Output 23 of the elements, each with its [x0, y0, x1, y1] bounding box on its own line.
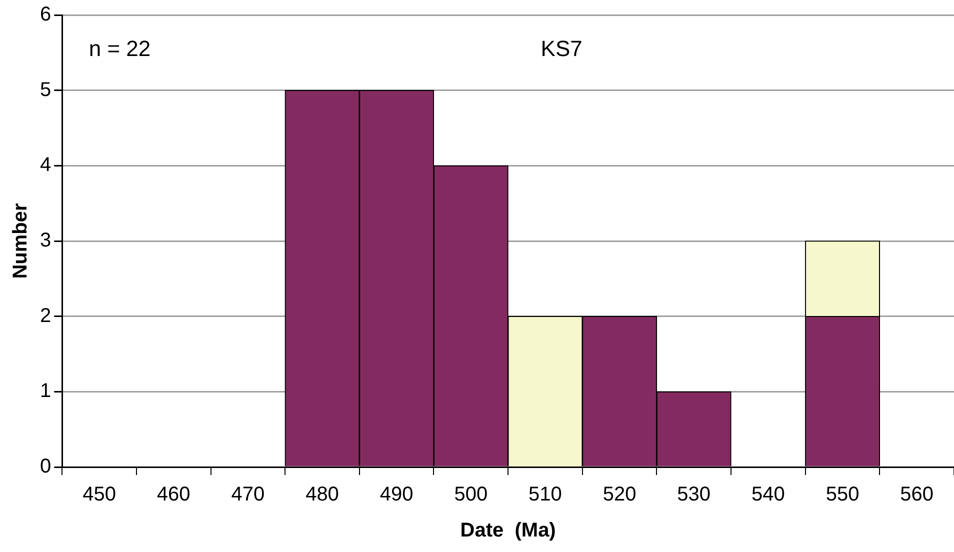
x-tick-label: 510 — [528, 484, 562, 506]
x-tick-label: 470 — [231, 484, 265, 506]
x-tick-label: 480 — [306, 484, 339, 506]
x-tick-label: 500 — [454, 484, 488, 506]
y-tick-label: 2 — [40, 304, 52, 327]
y-axis-title: Number — [10, 203, 32, 279]
annotation: KS7 — [540, 36, 582, 62]
y-tick-label: 1 — [40, 380, 52, 402]
x-tick-label: 450 — [82, 484, 116, 506]
y-tick-label: 6 — [40, 4, 52, 26]
y-tick-label: 0 — [40, 456, 52, 478]
y-tick-label: 3 — [40, 230, 52, 252]
x-tick-label: 460 — [156, 484, 190, 506]
x-tick-label: 520 — [602, 484, 636, 506]
x-tick-label: 540 — [752, 484, 785, 506]
x-tick-label: 490 — [380, 484, 414, 506]
annotation: n = 22 — [88, 36, 151, 62]
y-tick-label: 5 — [40, 78, 52, 101]
x-tick-label: 550 — [826, 484, 860, 506]
y-tick-label: 4 — [40, 154, 52, 176]
x-tick-label: 560 — [900, 484, 934, 506]
x-tick-label: 530 — [677, 484, 711, 506]
x-axis-title: Date (Ma) — [460, 520, 556, 542]
